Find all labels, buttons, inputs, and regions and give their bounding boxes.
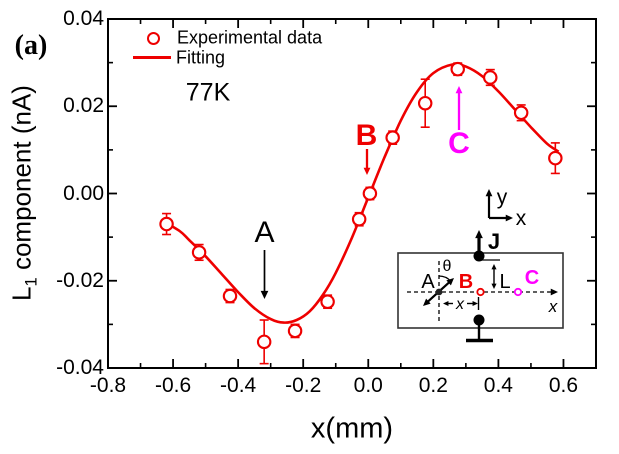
data-point-marker [362, 186, 378, 201]
inset-x-distance-arrow-right-head [472, 300, 478, 307]
inset-x-direction-arrowhead [550, 288, 558, 296]
data-point-marker [385, 130, 400, 145]
panel-label: (a) [14, 30, 48, 61]
y-tick-label: -0.04 [56, 356, 104, 379]
inset-axes-y-label: y [497, 186, 508, 209]
x-tick-label: -0.6 [154, 374, 192, 397]
annotation-c-arrow-head [455, 86, 463, 94]
inset-label-C: C [525, 267, 539, 289]
annotation-c-label: C [448, 127, 470, 160]
inset-label-A: A [421, 271, 435, 293]
data-point-marker [513, 105, 529, 121]
inset-spin-arrow-head [423, 298, 431, 306]
inset-label-J: J [488, 229, 500, 254]
x-tick-label: 0.0 [353, 374, 383, 397]
data-point-marker [450, 61, 465, 77]
x-tick-label: 0.4 [483, 374, 513, 397]
inset-label-x: x [455, 296, 465, 313]
inset-x-distance-arrow-left-head [443, 300, 449, 307]
data-point-marker [222, 288, 238, 304]
inset-label-θ: θ [443, 258, 452, 275]
inset-label-B: B [459, 271, 473, 293]
y-axis-title-subscript: 1 [21, 277, 41, 287]
data-point-marker [417, 95, 433, 111]
data-point-marker [351, 211, 367, 227]
inset-point-a-marker [435, 288, 443, 296]
inset-axes-x-label: x [516, 207, 527, 230]
inset-label-x: x [548, 297, 558, 316]
y-axis-title-rest: component (nA) [6, 85, 37, 278]
x-tick-label: -0.2 [285, 374, 322, 397]
y-tick-label: -0.02 [56, 268, 104, 292]
annotation-b-label: B [355, 119, 378, 152]
y-tick-label: 0.00 [63, 181, 104, 205]
inset-top-contact [473, 250, 485, 262]
data-point-marker [483, 70, 498, 85]
x-tick-label: 0.2 [418, 374, 448, 397]
legend-item-experimental-data: Experimental data [177, 27, 323, 48]
annotation-a-arrow-head [260, 290, 269, 299]
y-axis-title: L1 component (nA) [6, 85, 41, 301]
y-tick-label: 0.02 [63, 94, 104, 118]
annotation-b-arrow-head [363, 167, 371, 175]
inset-axes-x-arrow-head [505, 214, 513, 222]
data-point-marker [159, 216, 174, 232]
y-tick-label: 0.04 [63, 7, 104, 30]
inset-spin-arrow-head [446, 278, 454, 286]
inset-axes-y-arrow-head [485, 189, 493, 197]
annotation-a-label: A [254, 216, 275, 249]
fitting-curve [161, 62, 560, 324]
legend-marker-circle-icon [147, 32, 160, 45]
inset-l-distance-arrow-head [491, 283, 497, 289]
x-tick-label: -0.8 [89, 374, 127, 397]
temperature-label: 77K [185, 78, 231, 107]
y-axis-title-base: L [6, 286, 37, 301]
inset-point-b-marker [476, 287, 485, 297]
legend-item-fitting: Fitting [176, 47, 226, 68]
legend-marker-line-icon [133, 56, 171, 59]
inset-bottom-contact [473, 314, 485, 326]
data-point-marker [548, 150, 563, 166]
inset-point-c-marker [513, 287, 523, 297]
data-point-marker [287, 323, 303, 339]
x-axis-title: x(mm) [310, 412, 394, 445]
inset-l-distance-arrow-head [491, 264, 497, 270]
x-tick-label: -0.4 [220, 374, 257, 397]
data-point-marker [320, 294, 335, 309]
x-tick-label: 0.6 [548, 374, 579, 397]
data-point-marker [191, 245, 207, 260]
data-point-marker [256, 334, 272, 350]
inset-label-L: L [499, 271, 510, 293]
inset-current-j-arrow-head [475, 230, 483, 239]
